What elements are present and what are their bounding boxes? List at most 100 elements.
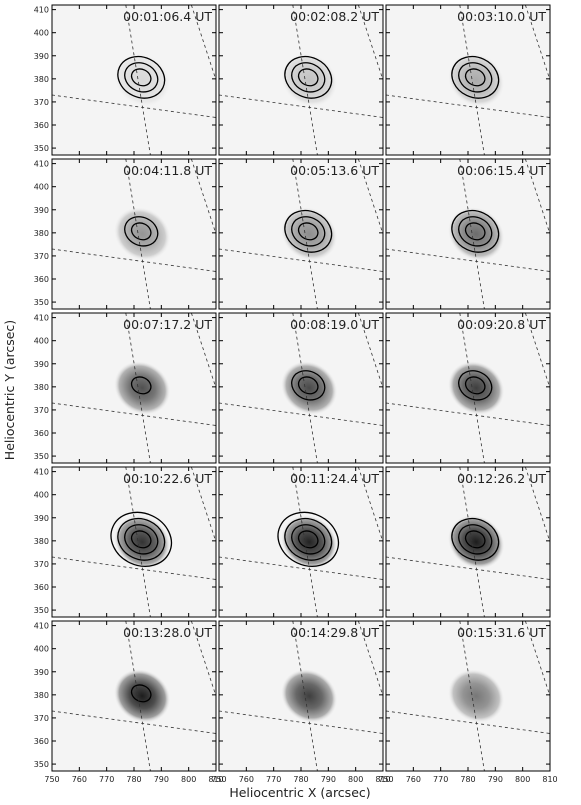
contour xyxy=(464,222,486,241)
contour xyxy=(291,216,326,247)
y-tick-label: 350 xyxy=(34,760,49,769)
contour xyxy=(124,62,159,93)
limb-line xyxy=(125,621,151,771)
panel-label: 00:03:10.0 UT xyxy=(457,9,546,24)
x-tick-label: 770 xyxy=(266,775,281,784)
y-tick-label: 380 xyxy=(34,229,49,238)
panel-label: 00:09:20.8 UT xyxy=(457,317,546,332)
y-tick-label: 360 xyxy=(34,121,49,130)
y-tick-label: 360 xyxy=(34,737,49,746)
x-tick-label: 770 xyxy=(433,775,448,784)
y-tick-label: 350 xyxy=(34,298,49,307)
y-tick-label: 390 xyxy=(34,668,49,677)
y-tick-label: 370 xyxy=(34,714,49,723)
limb-line xyxy=(292,5,318,155)
y-tick-label: 410 xyxy=(34,160,49,169)
x-tick-label: 790 xyxy=(154,775,169,784)
y-tick-label: 360 xyxy=(34,429,49,438)
y-tick-label: 370 xyxy=(34,406,49,415)
y-tick-label: 370 xyxy=(34,252,49,261)
limb-line xyxy=(358,467,383,543)
panel-label: 00:14:29.8 UT xyxy=(290,625,379,640)
panel-label: 00:10:22.6 UT xyxy=(123,471,212,486)
panel: 00:01:06.4 UT 350 360 370 380 390 400 410 xyxy=(34,4,217,156)
panel: 00:11:24.4 UT xyxy=(218,466,384,618)
limb-line xyxy=(459,159,485,309)
y-tick-label: 400 xyxy=(34,337,49,346)
contour xyxy=(451,55,500,99)
panel-label: 00:11:24.4 UT xyxy=(290,471,379,486)
limb-line xyxy=(459,621,485,771)
contour xyxy=(297,530,319,549)
y-tick-label: 350 xyxy=(34,606,49,615)
contour xyxy=(130,222,152,241)
limb-line xyxy=(292,313,318,463)
limb-line xyxy=(125,467,151,617)
contour xyxy=(130,376,152,395)
panel: 00:02:08.2 UT xyxy=(218,4,384,156)
limb-line xyxy=(125,5,151,155)
limb-line xyxy=(358,5,383,81)
x-tick-label: 790 xyxy=(321,775,336,784)
contour xyxy=(130,684,152,703)
contour xyxy=(451,209,500,253)
x-tick-label: 790 xyxy=(488,775,503,784)
x-tick-label: 810 xyxy=(208,775,223,784)
panel-image xyxy=(386,159,550,309)
panel: 00:13:28.0 UT 750 760 770 780 790 800 810 350 360… xyxy=(34,620,224,784)
limb-line xyxy=(191,467,216,543)
y-tick-label: 400 xyxy=(34,491,49,500)
x-tick-label: 760 xyxy=(239,775,254,784)
x-tick-label: 760 xyxy=(72,775,87,784)
y-tick-label: 370 xyxy=(34,98,49,107)
contour xyxy=(297,376,319,395)
panel: 00:03:10.0 UT xyxy=(385,4,551,156)
contour xyxy=(297,68,319,87)
y-tick-label: 400 xyxy=(34,645,49,654)
y-tick-label: 390 xyxy=(34,206,49,215)
x-tick-label: 770 xyxy=(99,775,114,784)
y-tick-label: 380 xyxy=(34,537,49,546)
panel: 00:15:31.6 UT 750 760 770 780 790 800 810 xyxy=(378,620,558,784)
x-tick-label: 750 xyxy=(211,775,226,784)
limb-line xyxy=(191,159,216,235)
emission-blob xyxy=(447,668,505,724)
limb-line xyxy=(292,159,318,309)
contour xyxy=(291,524,326,555)
emission-blob xyxy=(113,668,171,724)
x-tick-label: 810 xyxy=(542,775,557,784)
y-tick-label: 400 xyxy=(34,183,49,192)
x-axis-title: Heliocentric X (arcsec) xyxy=(229,785,370,800)
y-tick-label: 390 xyxy=(34,514,49,523)
panel-label: 00:12:26.2 UT xyxy=(457,471,546,486)
contour xyxy=(291,370,326,401)
contour xyxy=(117,517,166,561)
panel: 00:08:19.0 UT xyxy=(218,312,384,464)
limb-line xyxy=(125,313,151,463)
y-tick-label: 410 xyxy=(34,468,49,477)
limb-line xyxy=(525,159,550,235)
x-tick-label: 800 xyxy=(181,775,196,784)
limb-line xyxy=(191,313,216,389)
panel: 00:07:17.2 UT 350 360 370 380 390 400 410 xyxy=(34,312,217,464)
panel-image xyxy=(386,467,550,617)
y-tick-label: 380 xyxy=(34,75,49,84)
panel-image xyxy=(386,313,550,463)
y-tick-label: 350 xyxy=(34,144,49,153)
panel: 00:05:13.6 UT xyxy=(218,158,384,310)
y-tick-label: 390 xyxy=(34,52,49,61)
y-tick-label: 360 xyxy=(34,583,49,592)
limb-line xyxy=(292,621,318,771)
panel-label: 00:15:31.6 UT xyxy=(457,625,546,640)
panel-image xyxy=(386,5,550,155)
x-tick-label: 750 xyxy=(44,775,59,784)
panel-image xyxy=(52,467,216,617)
limb-line xyxy=(358,621,383,697)
panel-image xyxy=(52,159,216,309)
panel-label: 00:04:11.8 UT xyxy=(123,163,212,178)
x-tick-label: 800 xyxy=(348,775,363,784)
y-tick-label: 380 xyxy=(34,383,49,392)
contour xyxy=(464,68,486,87)
panel-label: 00:07:17.2 UT xyxy=(123,317,212,332)
